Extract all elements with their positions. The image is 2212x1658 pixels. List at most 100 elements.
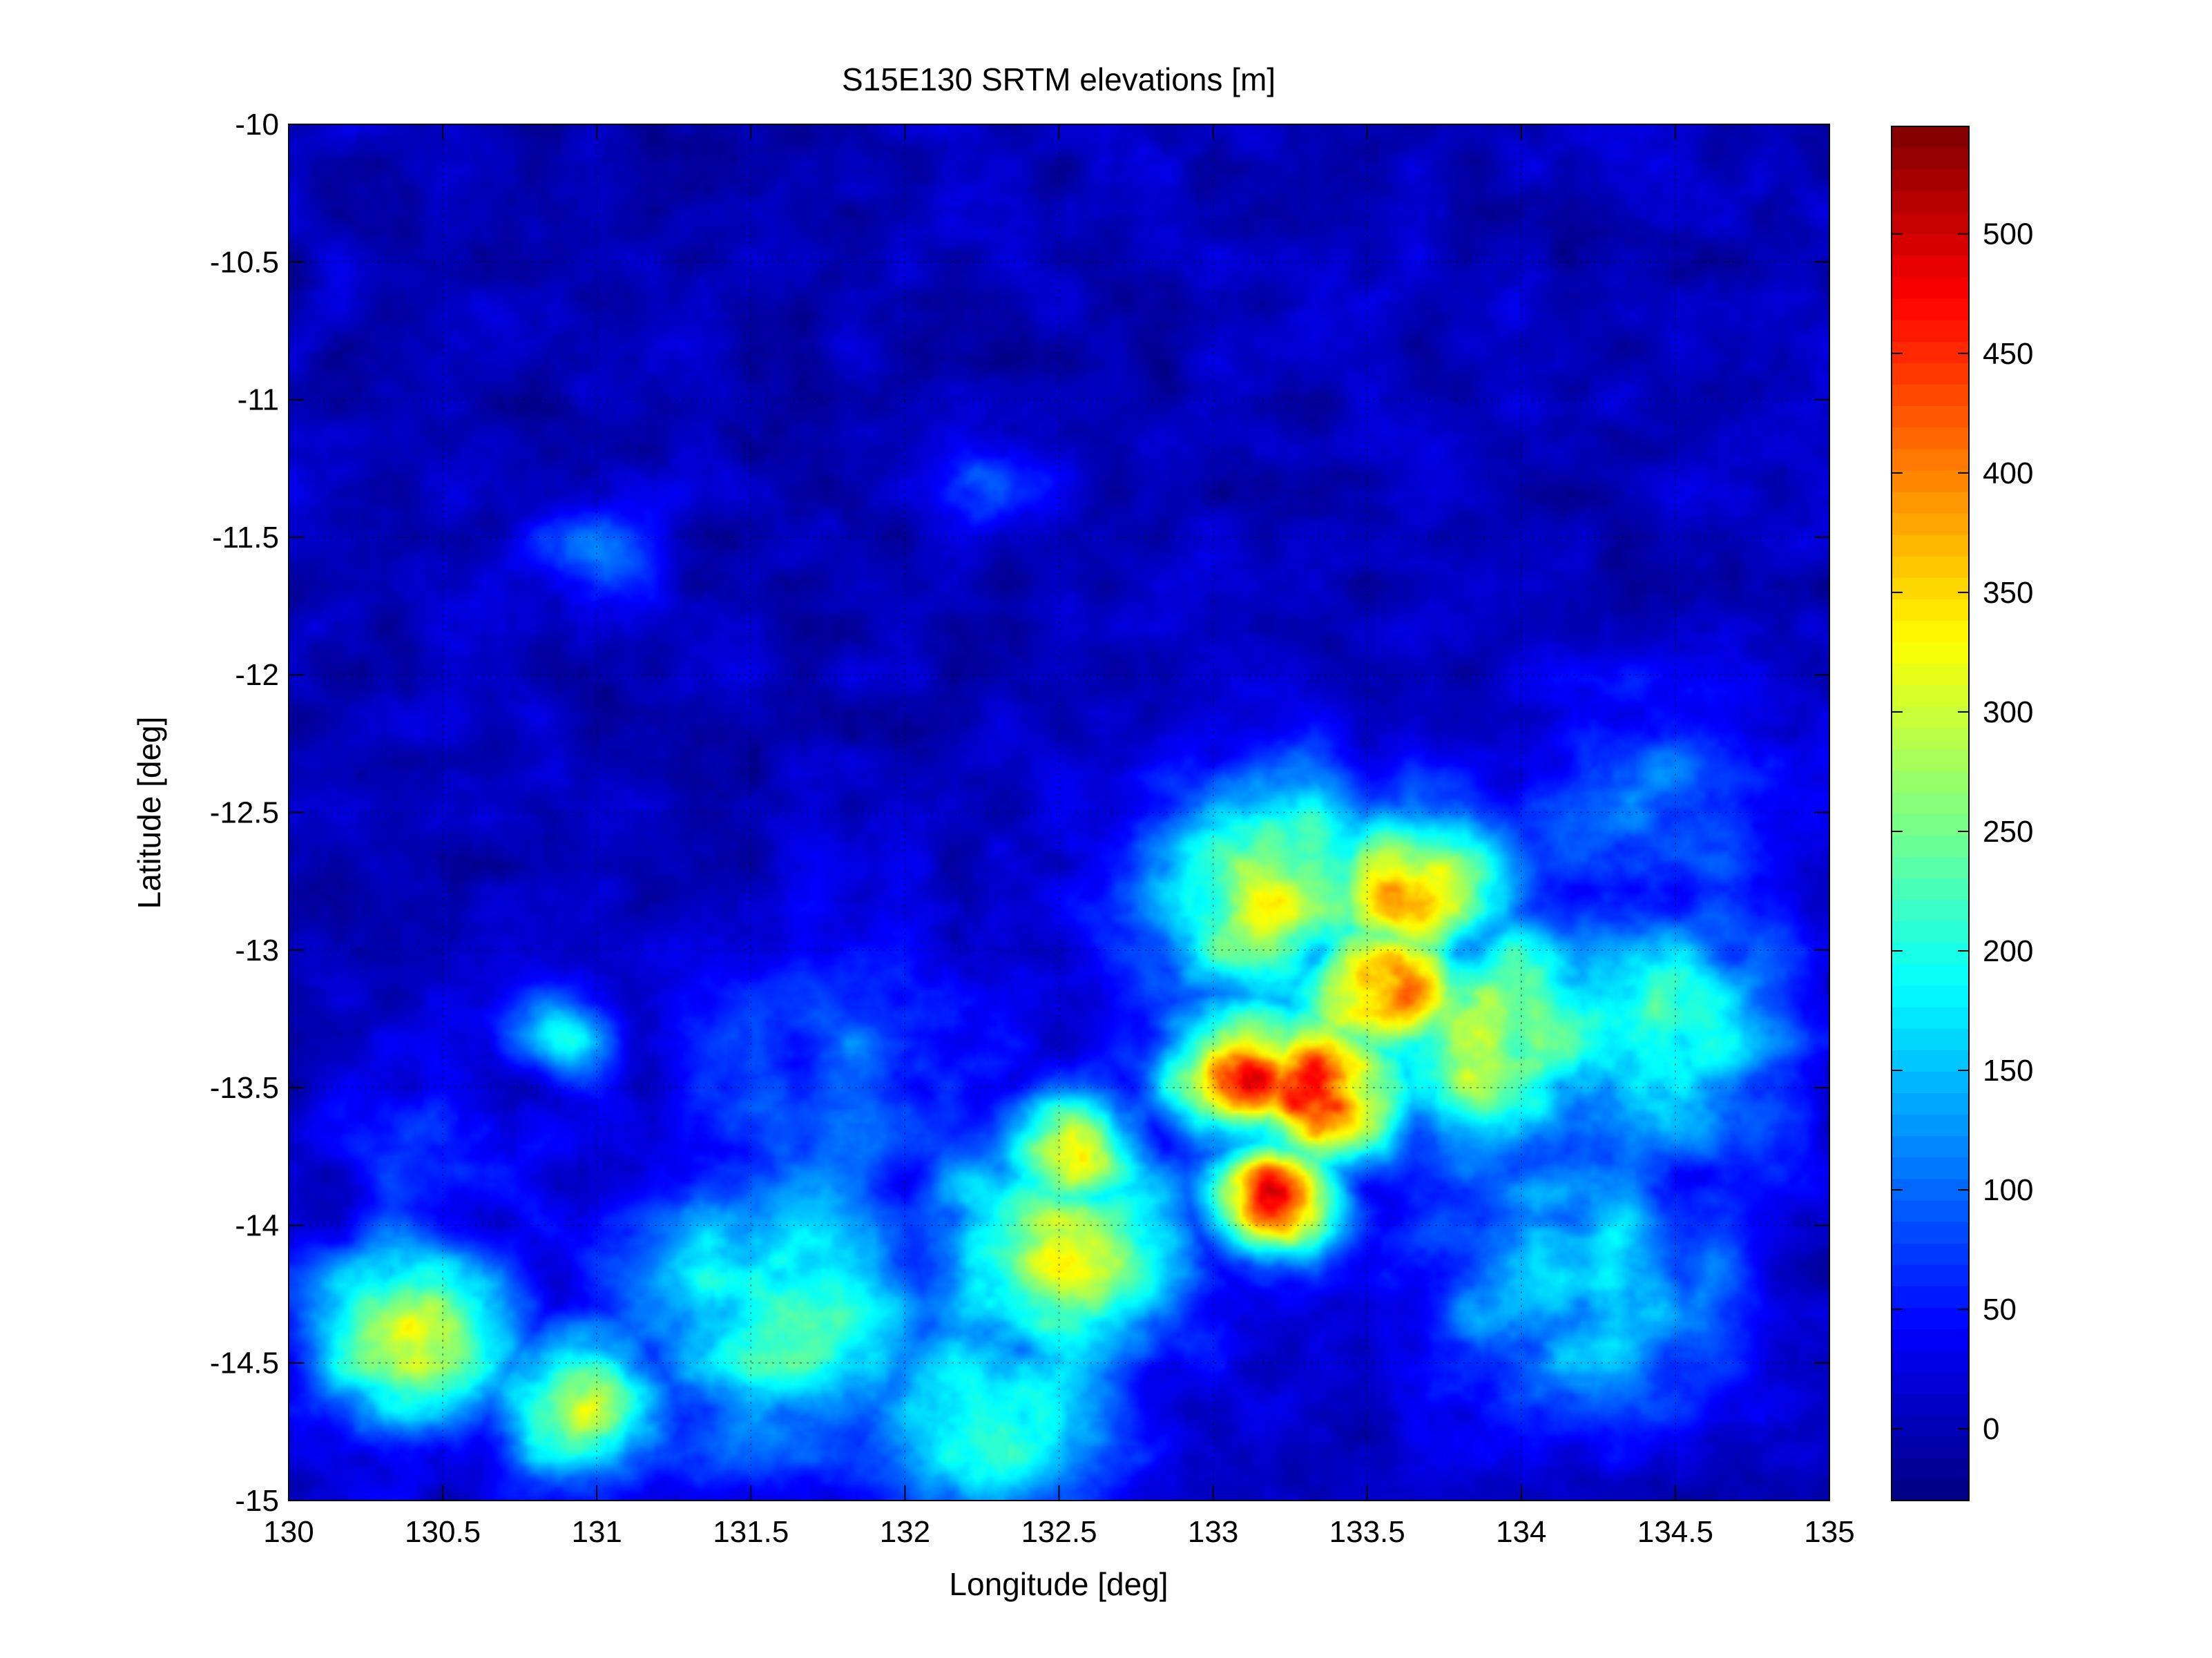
colorbar-band bbox=[1892, 276, 1969, 299]
y-tick-label: -14 bbox=[235, 1208, 279, 1242]
x-tick-label: 133.5 bbox=[1329, 1515, 1405, 1549]
colorbar-band bbox=[1892, 1157, 1969, 1179]
colorbar-band bbox=[1892, 363, 1969, 385]
chart-title: S15E130 SRTM elevations [m] bbox=[842, 61, 1276, 97]
colorbar-band bbox=[1892, 1478, 1969, 1501]
colorbar-band bbox=[1892, 963, 1969, 986]
colorbar-band bbox=[1892, 233, 1969, 256]
colorbar-band bbox=[1892, 491, 1969, 514]
x-tick-label: 131.5 bbox=[713, 1515, 789, 1549]
colorbar-tick-label: 300 bbox=[1983, 695, 2033, 729]
colorbar-tick-label: 450 bbox=[1983, 337, 2033, 371]
colorbar-band bbox=[1892, 813, 1969, 836]
colorbar-band bbox=[1892, 878, 1969, 900]
y-tick-label: -12.5 bbox=[210, 796, 279, 830]
colorbar-band bbox=[1892, 1264, 1969, 1286]
colorbar-band bbox=[1892, 169, 1969, 192]
colorbar-band bbox=[1892, 212, 1969, 235]
y-tick-label: -14.5 bbox=[210, 1347, 279, 1380]
colorbar-band bbox=[1892, 1350, 1969, 1373]
y-tick-label: -10.5 bbox=[210, 245, 279, 279]
colorbar-band bbox=[1892, 1028, 1969, 1050]
colorbar-ticks: 0 50 100 150 200 250 300 350 400 450 500 bbox=[1892, 218, 2033, 1446]
colorbar-band bbox=[1892, 1286, 1969, 1308]
grid-lines bbox=[289, 124, 1829, 1501]
colorbar-band bbox=[1892, 1393, 1969, 1416]
colorbar-tick-label: 50 bbox=[1983, 1293, 2017, 1327]
colorbar-tick-label: 500 bbox=[1983, 218, 2033, 251]
colorbar-band bbox=[1892, 298, 1969, 320]
colorbar-band bbox=[1892, 448, 1969, 471]
colorbar-tick-label: 400 bbox=[1983, 456, 2033, 490]
colorbar-band bbox=[1892, 791, 1969, 814]
colorbar-tick-label: 350 bbox=[1983, 576, 2033, 610]
x-tick-label: 134 bbox=[1496, 1515, 1546, 1549]
y-tick-label: -11 bbox=[238, 383, 279, 417]
colorbar-band bbox=[1892, 1457, 1969, 1480]
colorbar-tick-label: 100 bbox=[1983, 1173, 2033, 1207]
y-tick-label: -15 bbox=[235, 1484, 279, 1518]
y-tick-label: -11.5 bbox=[212, 521, 279, 555]
colorbar-band bbox=[1892, 427, 1969, 450]
colorbar-band bbox=[1892, 1071, 1969, 1094]
colorbar-band bbox=[1892, 706, 1969, 729]
y-tick-label: -10 bbox=[235, 108, 279, 142]
colorbar-band bbox=[1892, 555, 1969, 578]
y-axis-label: Latitude [deg] bbox=[131, 717, 167, 909]
x-tick-label: 133 bbox=[1188, 1515, 1238, 1549]
y-tick-label: -13 bbox=[235, 934, 279, 967]
colorbar-band bbox=[1892, 319, 1969, 342]
colorbar-frame bbox=[1891, 126, 1970, 1501]
colorbar-band bbox=[1892, 942, 1969, 965]
x-tick-label: 131 bbox=[571, 1515, 622, 1549]
colorbar-band bbox=[1892, 749, 1969, 771]
x-tick-label: 130.5 bbox=[405, 1515, 481, 1549]
colorbar-band bbox=[1892, 1221, 1969, 1244]
colorbar-band bbox=[1892, 126, 1969, 148]
colorbar-band bbox=[1892, 1242, 1969, 1265]
colorbar-band bbox=[1892, 835, 1969, 857]
colorbar-tick-label: 200 bbox=[1983, 934, 2033, 968]
colorbar-band bbox=[1892, 1050, 1969, 1072]
colorbar-band bbox=[1892, 191, 1969, 213]
colorbar-band bbox=[1892, 899, 1969, 922]
x-tick-label: 134.5 bbox=[1637, 1515, 1713, 1549]
y-tick-label: -12 bbox=[235, 658, 279, 692]
colorbar-band bbox=[1892, 642, 1969, 664]
colorbar-band bbox=[1892, 985, 1969, 1008]
colorbar-band bbox=[1892, 1371, 1969, 1394]
colorbar-tick-label: 0 bbox=[1983, 1412, 1999, 1446]
colorbar-band bbox=[1892, 405, 1969, 428]
x-axis: 130 130.5 131 131.5 132 132.5 133 133.5 134 134.5… bbox=[263, 124, 1855, 1549]
colorbar-tick-label: 250 bbox=[1983, 815, 2033, 849]
colorbar-band bbox=[1892, 599, 1969, 621]
y-axis: -10 -10.5 -11 -11.5 -12 -12.5 -13 -13.5 -14 -14.5… bbox=[210, 108, 1829, 1518]
colorbar-band bbox=[1892, 684, 1969, 707]
colorbar-band bbox=[1892, 340, 1969, 363]
colorbar-band bbox=[1892, 663, 1969, 686]
colorbar-band bbox=[1892, 1006, 1969, 1029]
y-tick-label: -13.5 bbox=[210, 1071, 279, 1105]
colorbar-band bbox=[1892, 1436, 1969, 1458]
colorbar-band bbox=[1892, 1307, 1969, 1330]
colorbar-band bbox=[1892, 384, 1969, 407]
colorbar-band bbox=[1892, 770, 1969, 793]
plot-area: 130 130.5 131 131.5 132 132.5 133 133.5 134 134.5… bbox=[210, 108, 1855, 1549]
colorbar-band bbox=[1892, 620, 1969, 643]
x-tick-label: 132.5 bbox=[1021, 1515, 1097, 1549]
colorbar-band bbox=[1892, 920, 1969, 943]
x-tick-label: 135 bbox=[1804, 1515, 1854, 1549]
elevation-heatmap bbox=[289, 124, 1829, 1501]
colorbar-band bbox=[1892, 148, 1969, 170]
x-tick-label: 132 bbox=[880, 1515, 930, 1549]
colorbar-band bbox=[1892, 1178, 1969, 1201]
colorbar-band bbox=[1892, 255, 1969, 278]
colorbar: 0 50 100 150 200 250 300 350 400 450 500 bbox=[1891, 126, 2033, 1501]
colorbar-band bbox=[1892, 727, 1969, 750]
colorbar-band bbox=[1892, 856, 1969, 879]
colorbar-band bbox=[1892, 1092, 1969, 1115]
colorbar-band bbox=[1892, 577, 1969, 599]
colorbar-band bbox=[1892, 534, 1969, 557]
colorbar-band bbox=[1892, 1135, 1969, 1158]
